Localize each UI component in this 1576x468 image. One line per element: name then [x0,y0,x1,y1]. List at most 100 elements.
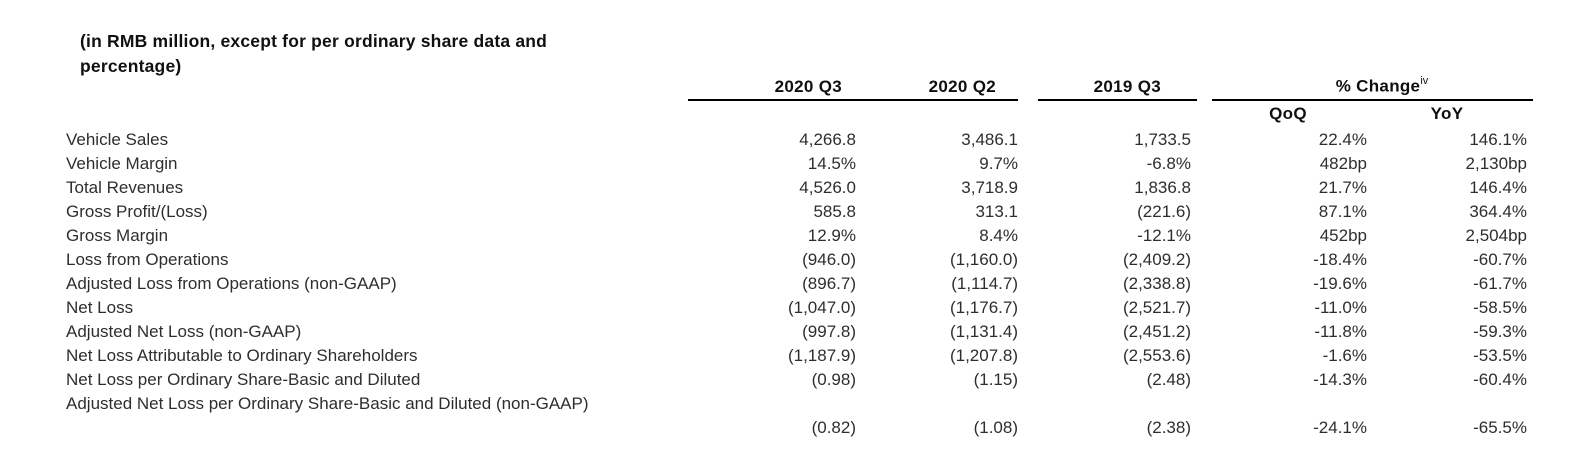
header-rule-2019-quarter [1038,99,1197,101]
value-2020q3: (896.7) [802,274,856,293]
value-yoy: -60.7% [1473,250,1527,269]
value-yoy: 2,130bp [1465,154,1527,173]
value-2020q3: (1,047.0) [787,298,856,317]
table-row-gross-profit-loss: Gross Profit/(Loss) 585.8 313.1 (221.6) … [66,200,1527,224]
row-label: Gross Profit/(Loss) [66,202,208,221]
value-2019q3: (2.38) [1146,418,1191,437]
quarter-header-row: 2020 Q3 2020 Q2 2019 Q3 % Changeiv [66,74,1527,100]
value-2020q2: (1,114.7) [951,274,1018,293]
value-yoy: -58.5% [1473,298,1527,317]
table-row-net-loss-attributable: Net Loss Attributable to Ordinary Shareh… [66,344,1527,368]
table-row-adjusted-net-loss: Adjusted Net Loss (non-GAAP) (997.8) (1,… [66,320,1527,344]
value-2019q3: 1,733.5 [1134,130,1191,149]
row-label: Net Loss Attributable to Ordinary Shareh… [66,346,418,365]
value-2020q2: (1,160.0) [949,250,1018,269]
value-2019q3: (2,521.7) [1122,298,1191,317]
header-rule-pct-change [1212,99,1533,101]
value-yoy: 146.4% [1469,178,1527,197]
financials-table: 2020 Q3 2020 Q2 2019 Q3 % Changeiv QoQ Y… [66,74,1527,440]
value-qoq: -24.1% [1313,418,1367,437]
value-2020q2: 3,718.9 [961,178,1018,197]
column-header-yoy: YoY [1430,104,1464,123]
column-header-2020-q3: 2020 Q3 [774,77,842,96]
row-label: Adjusted Loss from Operations (non-GAAP) [66,274,397,293]
row-label: Adjusted Net Loss (non-GAAP) [66,322,302,341]
row-label: Net Loss [66,298,134,317]
value-2019q3: (2,409.2) [1122,250,1191,269]
column-header-pct-change: % Changeiv [1191,74,1527,100]
caption-line-2: percentage) [80,56,182,76]
value-2020q3: 4,266.8 [799,130,856,149]
row-label: Vehicle Sales [66,130,169,149]
corner-spacer [66,74,666,100]
value-2019q3: (2,338.8) [1122,274,1191,293]
value-2020q2: (1,176.7) [949,298,1018,317]
subheader-row: QoQ YoY [66,100,1527,128]
value-2019q3: -12.1% [1137,226,1191,245]
value-2019q3: -6.8% [1146,154,1191,173]
value-qoq: -18.4% [1313,250,1367,269]
value-2019q3: (2,553.6) [1122,346,1191,365]
value-2020q2: 3,486.1 [961,130,1018,149]
subheader-spacer [66,100,1191,128]
table-row-gross-margin: Gross Margin 12.9% 8.4% -12.1% 452bp 2,5… [66,224,1527,248]
value-qoq: 87.1% [1318,202,1367,221]
value-yoy: -59.3% [1473,322,1527,341]
value-2019q3: (2,451.2) [1122,322,1191,341]
value-2020q3: 4,526.0 [799,178,856,197]
table-row-adjusted-net-loss-per-share: Adjusted Net Loss per Ordinary Share-Bas… [66,392,1527,440]
table-row-loss-from-operations: Loss from Operations (946.0) (1,160.0) (… [66,248,1527,272]
value-qoq: -11.8% [1314,322,1367,341]
column-header-2019-q3: 2019 Q3 [1093,77,1161,96]
value-qoq: 452bp [1319,226,1367,245]
value-2020q3: (1,187.9) [787,346,856,365]
value-2019q3: (2.48) [1146,370,1191,389]
column-header-2020-q2: 2020 Q2 [928,77,996,96]
value-yoy: -53.5% [1473,346,1527,365]
row-label: Adjusted Net Loss per Ordinary Share-Bas… [66,392,666,440]
table-row-vehicle-sales: Vehicle Sales 4,266.8 3,486.1 1,733.5 22… [66,128,1527,152]
table-row-adjusted-loss-from-operations: Adjusted Loss from Operations (non-GAAP)… [66,272,1527,296]
value-2020q2: (1.15) [973,370,1018,389]
value-2020q2: (1,131.4) [949,322,1018,341]
value-yoy: -61.7% [1473,274,1527,293]
table-row-vehicle-margin: Vehicle Margin 14.5% 9.7% -6.8% 482bp 2,… [66,152,1527,176]
value-2020q3: (0.82) [811,418,856,437]
row-label: Total Revenues [66,178,184,197]
value-2020q3: 585.8 [813,202,856,221]
value-2019q3: 1,836.8 [1134,178,1191,197]
row-label-text: Adjusted Net Loss per Ordinary Share-Bas… [66,394,589,413]
column-header-qoq: QoQ [1269,104,1307,123]
value-2020q3: 12.9% [807,226,856,245]
value-2019q3: (221.6) [1137,202,1191,221]
value-qoq: -11.0% [1314,298,1367,317]
caption-line-1: (in RMB million, except for per ordinary… [80,31,548,51]
value-qoq: -19.6% [1313,274,1367,293]
value-yoy: 146.1% [1469,130,1527,149]
value-qoq: -1.6% [1322,346,1367,365]
value-yoy: 2,504bp [1465,226,1527,245]
row-label: Net Loss per Ordinary Share-Basic and Di… [66,370,421,389]
value-yoy: -65.5% [1473,418,1527,437]
value-2020q2: 8.4% [979,226,1018,245]
value-2020q2: 313.1 [975,202,1018,221]
value-2020q2: (1.08) [973,418,1018,437]
value-qoq: -14.3% [1313,370,1367,389]
row-label: Loss from Operations [66,250,229,269]
row-label: Vehicle Margin [66,154,178,173]
table-caption: (in RMB million, except for per ordinary… [80,29,547,79]
table-row-net-loss: Net Loss (1,047.0) (1,176.7) (2,521.7) -… [66,296,1527,320]
value-qoq: 21.7% [1318,178,1367,197]
row-label: Gross Margin [66,226,169,245]
value-yoy: 364.4% [1469,202,1527,221]
value-2020q3: (946.0) [802,250,856,269]
value-2020q3: 14.5% [807,154,856,173]
pct-change-footnote-marker: iv [1420,75,1429,88]
value-yoy: -60.4% [1473,370,1527,389]
value-qoq: 482bp [1319,154,1367,173]
value-2020q2: 9.7% [979,154,1018,173]
value-2020q2: (1,207.8) [949,346,1018,365]
table-row-net-loss-per-share: Net Loss per Ordinary Share-Basic and Di… [66,368,1527,392]
value-2020q3: (997.8) [802,322,856,341]
